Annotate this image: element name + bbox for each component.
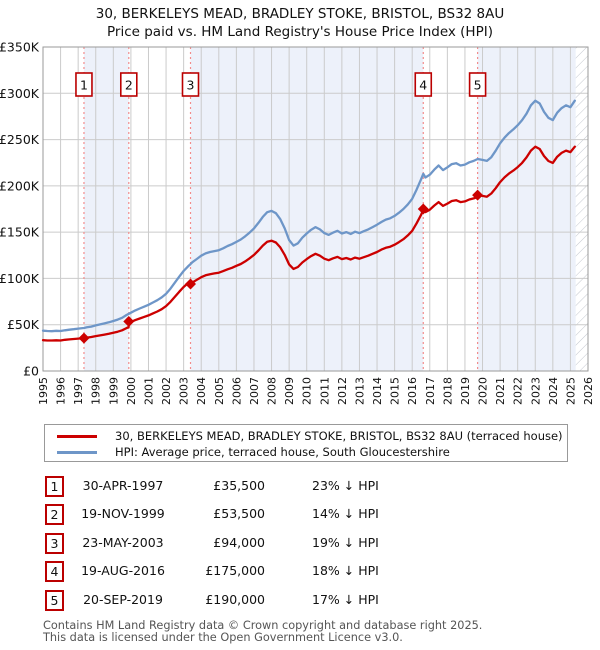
svg-text:2019: 2019 <box>459 377 472 405</box>
svg-text:2016: 2016 <box>406 377 419 405</box>
sale-vs-hpi: 23% ↓ HPI <box>312 478 379 493</box>
svg-text:£200K: £200K <box>0 178 40 193</box>
svg-text:£250K: £250K <box>0 132 40 147</box>
sale-price: £35,500 <box>213 478 265 493</box>
svg-text:3: 3 <box>187 78 195 93</box>
sale-date: 30-APR-1997 <box>82 478 164 493</box>
sale-markers <box>78 189 484 344</box>
svg-text:2022: 2022 <box>512 377 525 405</box>
svg-text:£100K: £100K <box>0 271 40 286</box>
legend-label-property: 30, BERKELEYS MEAD, BRADLEY STOKE, BRIST… <box>115 429 563 443</box>
sale-price: £190,000 <box>205 592 265 607</box>
sale-date: 19-NOV-1999 <box>81 506 165 521</box>
sale-vs-hpi: 17% ↓ HPI <box>312 592 379 607</box>
x-axis-labels: 1995 1996 1997 1998 1999 2000 2001 2002 2003 2004… <box>37 377 595 405</box>
svg-text:2017: 2017 <box>424 377 437 405</box>
page-title: 30, BERKELEYS MEAD, BRADLEY STOKE, BRIST… <box>95 6 505 22</box>
future-hatch-region <box>575 47 588 371</box>
y-axis-labels: £0 £50K £100K £150K £200K £250K £300K £350K <box>0 40 40 379</box>
svg-text:2021: 2021 <box>494 377 507 405</box>
legend-row-hpi: HPI: Average price, terraced house, Sout… <box>45 444 567 460</box>
svg-text:1: 1 <box>80 78 88 93</box>
property-line-swatch <box>57 434 97 438</box>
svg-text:5: 5 <box>474 78 482 93</box>
svg-text:£0: £0 <box>23 364 39 379</box>
sale-vs-hpi: 18% ↓ HPI <box>312 563 379 578</box>
sale-number-badge: 2 <box>45 504 64 525</box>
svg-text:1995: 1995 <box>37 377 50 405</box>
svg-text:£150K: £150K <box>0 225 40 240</box>
price-history-chart: 1 2 3 4 5 £0 £50K £100K £150K £200K £250K £300K £350… <box>0 40 595 406</box>
hpi-line-swatch <box>57 450 97 454</box>
svg-text:£350K: £350K <box>0 40 40 55</box>
svg-text:2011: 2011 <box>318 377 331 405</box>
ownership-bands <box>83 47 576 371</box>
legend: 30, BERKELEYS MEAD, BRADLEY STOKE, BRIST… <box>44 424 568 462</box>
sale-price: £53,500 <box>213 506 265 521</box>
sale-date: 19-AUG-2016 <box>81 563 165 578</box>
sale-price: £94,000 <box>213 535 265 550</box>
svg-text:2004: 2004 <box>195 377 208 405</box>
sale-date: 20-SEP-2019 <box>83 592 163 607</box>
sale-date: 23-MAY-2003 <box>82 535 164 550</box>
plot-border <box>42 46 589 372</box>
hpi-line <box>41 99 576 333</box>
svg-text:2025: 2025 <box>564 377 577 405</box>
svg-text:2005: 2005 <box>213 377 226 405</box>
svg-text:1999: 1999 <box>107 377 120 405</box>
sale-vs-hpi: 19% ↓ HPI <box>312 535 379 550</box>
sale-number-badge: 5 <box>45 590 64 611</box>
svg-text:2002: 2002 <box>160 377 173 405</box>
table-row: 1 30-APR-1997 £35,500 23% ↓ HPI <box>0 476 600 497</box>
table-row: 5 20-SEP-2019 £190,000 17% ↓ HPI <box>0 590 600 611</box>
svg-text:1997: 1997 <box>72 377 85 405</box>
legend-label-hpi: HPI: Average price, terraced house, Sout… <box>115 445 450 459</box>
svg-text:2008: 2008 <box>266 377 279 405</box>
svg-text:2012: 2012 <box>336 377 349 405</box>
svg-text:2000: 2000 <box>125 377 138 405</box>
svg-text:£50K: £50K <box>7 317 40 332</box>
sale-number-flags: 1 2 3 4 5 <box>75 72 487 97</box>
sale-number-badge: 1 <box>45 476 64 497</box>
svg-text:2013: 2013 <box>353 377 366 405</box>
sale-number-badge: 3 <box>45 533 64 554</box>
svg-text:2018: 2018 <box>441 377 454 405</box>
legend-row-property: 30, BERKELEYS MEAD, BRADLEY STOKE, BRIST… <box>45 428 567 444</box>
sale-number-badge: 4 <box>45 561 64 582</box>
svg-text:2003: 2003 <box>178 377 191 405</box>
svg-text:2006: 2006 <box>230 377 243 405</box>
svg-text:2010: 2010 <box>301 377 314 405</box>
svg-text:2023: 2023 <box>529 377 542 405</box>
svg-text:1998: 1998 <box>90 377 103 405</box>
table-row: 3 23-MAY-2003 £94,000 19% ↓ HPI <box>0 533 600 554</box>
svg-text:2020: 2020 <box>477 377 490 405</box>
table-row: 2 19-NOV-1999 £53,500 14% ↓ HPI <box>0 504 600 525</box>
svg-text:2009: 2009 <box>283 377 296 405</box>
svg-text:2026: 2026 <box>582 377 595 405</box>
gridlines <box>42 46 589 372</box>
page-subtitle: Price paid vs. HM Land Registry's House … <box>107 24 493 40</box>
svg-text:2024: 2024 <box>547 377 560 405</box>
svg-text:2014: 2014 <box>371 377 384 405</box>
svg-text:4: 4 <box>419 78 427 93</box>
svg-text:2001: 2001 <box>142 377 155 405</box>
svg-text:2007: 2007 <box>248 377 261 405</box>
licence-line: This data is licensed under the Open Gov… <box>43 631 403 644</box>
svg-text:£300K: £300K <box>0 86 40 101</box>
svg-text:2015: 2015 <box>389 377 402 405</box>
sale-price: £175,000 <box>205 563 265 578</box>
svg-text:1996: 1996 <box>55 377 68 405</box>
sale-vs-hpi: 14% ↓ HPI <box>312 506 379 521</box>
svg-text:2: 2 <box>125 78 133 93</box>
copyright-line: Contains HM Land Registry data © Crown c… <box>43 619 483 632</box>
table-row: 4 19-AUG-2016 £175,000 18% ↓ HPI <box>0 561 600 582</box>
